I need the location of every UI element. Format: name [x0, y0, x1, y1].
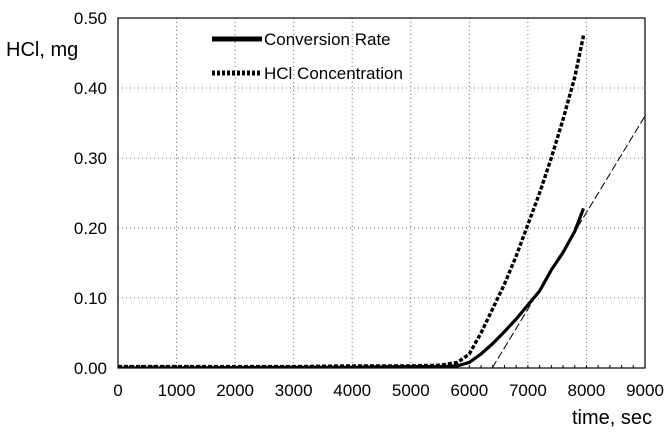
legend-label-conversion-rate: Conversion Rate	[264, 30, 391, 49]
x-tick-label-2000: 2000	[216, 381, 254, 400]
legend: Conversion Rate HCl Concentration	[212, 30, 403, 83]
y-tick-label-4: 0.40	[74, 79, 107, 98]
x-tick-label-4000: 4000	[333, 381, 371, 400]
x-minor-ticks	[117, 365, 646, 368]
plot-frame	[117, 17, 646, 369]
y-tick-labels: 0.00 0.10 0.20 0.30 0.40 0.50	[74, 9, 107, 378]
x-tick-label-8000: 8000	[568, 381, 606, 400]
x-tick-label-3000: 3000	[275, 381, 313, 400]
legend-label-hcl-concentration: HCl Concentration	[264, 64, 403, 83]
x-tick-labels: 0 1000 2000 3000 4000 5000 6000 7000 8000 9000	[113, 381, 664, 400]
x-tick-label-7000: 7000	[509, 381, 547, 400]
x-tick-label-6000: 6000	[450, 381, 488, 400]
y-tick-label-3: 0.30	[74, 149, 107, 168]
y-tick-label-1: 0.10	[74, 289, 107, 308]
y-tick-label-0: 0.00	[74, 359, 107, 378]
x-tick-label-9000: 9000	[626, 381, 664, 400]
x-axis-title: time, sec	[572, 407, 652, 429]
x-tick-label-5000: 5000	[392, 381, 430, 400]
y-axis-title: HCl, mg	[6, 39, 78, 61]
tangent-line	[491, 115, 645, 368]
x-tick-label-0: 0	[113, 381, 122, 400]
y-tick-label-2: 0.20	[74, 219, 107, 238]
x-tick-label-1000: 1000	[158, 381, 196, 400]
y-tick-label-5: 0.50	[74, 9, 107, 28]
